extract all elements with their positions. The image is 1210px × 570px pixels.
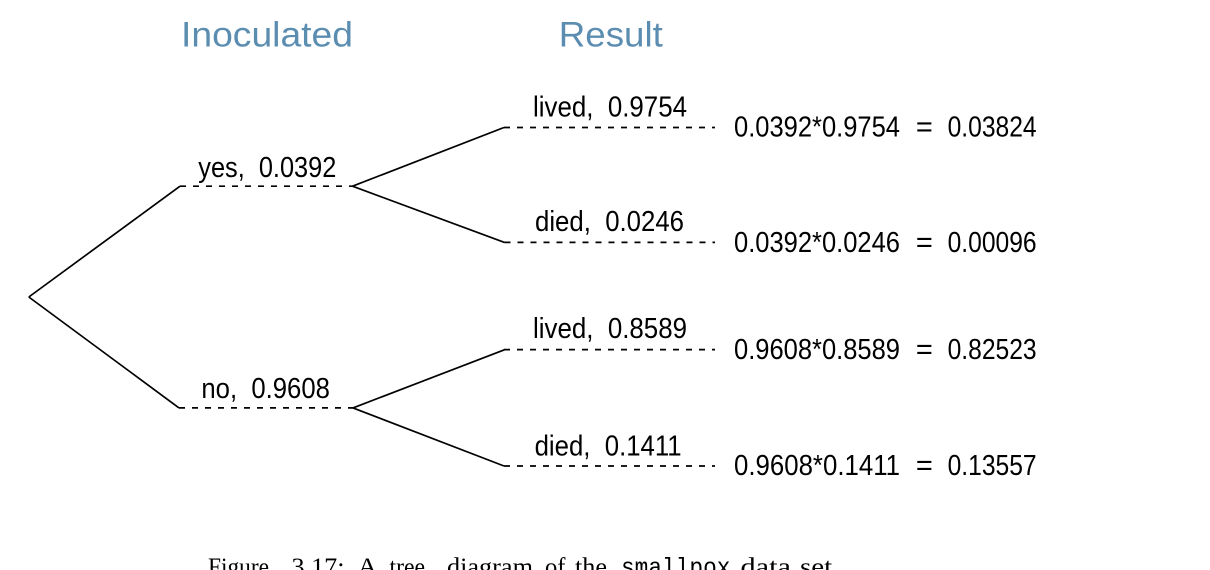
- svg-text:=: =: [916, 227, 933, 259]
- svg-text:=: =: [916, 450, 933, 482]
- svg-text:Inoculated: Inoculated: [181, 15, 353, 55]
- svg-text:smallpox: smallpox: [621, 554, 731, 570]
- svg-text:diagram: diagram: [447, 552, 533, 570]
- svg-text:lived, 0.9754: lived, 0.9754: [533, 91, 687, 123]
- svg-text:3.17:: 3.17:: [292, 552, 345, 570]
- svg-text:0.9608*0.1411: 0.9608*0.1411: [734, 450, 900, 482]
- svg-text:0.03824: 0.03824: [948, 111, 1037, 143]
- svg-text:Figure: Figure: [208, 552, 269, 570]
- svg-text:=: =: [916, 334, 933, 366]
- svg-text:of: of: [545, 552, 566, 570]
- svg-text:A: A: [358, 552, 379, 570]
- svg-text:yes, 0.0392: yes, 0.0392: [198, 152, 336, 184]
- svg-text:0.0392*0.0246: 0.0392*0.0246: [734, 227, 900, 259]
- svg-text:no, 0.9608: no, 0.9608: [201, 373, 330, 405]
- svg-text:died, 0.0246: died, 0.0246: [535, 206, 684, 238]
- svg-text:0.9608*0.8589: 0.9608*0.8589: [734, 334, 900, 366]
- svg-text:0.0392*0.9754: 0.0392*0.9754: [734, 111, 900, 143]
- svg-text:0.00096: 0.00096: [948, 227, 1037, 259]
- svg-text:set.: set.: [800, 552, 840, 570]
- svg-text:Result: Result: [559, 14, 663, 54]
- svg-text:=: =: [916, 111, 933, 143]
- svg-text:0.13557: 0.13557: [948, 450, 1037, 482]
- svg-text:died, 0.1411: died, 0.1411: [535, 431, 682, 463]
- svg-text:lived, 0.8589: lived, 0.8589: [533, 313, 687, 345]
- svg-text:0.82523: 0.82523: [948, 334, 1037, 366]
- svg-text:the: the: [575, 552, 607, 570]
- svg-text:data: data: [741, 552, 792, 570]
- svg-text:tree: tree: [390, 552, 426, 570]
